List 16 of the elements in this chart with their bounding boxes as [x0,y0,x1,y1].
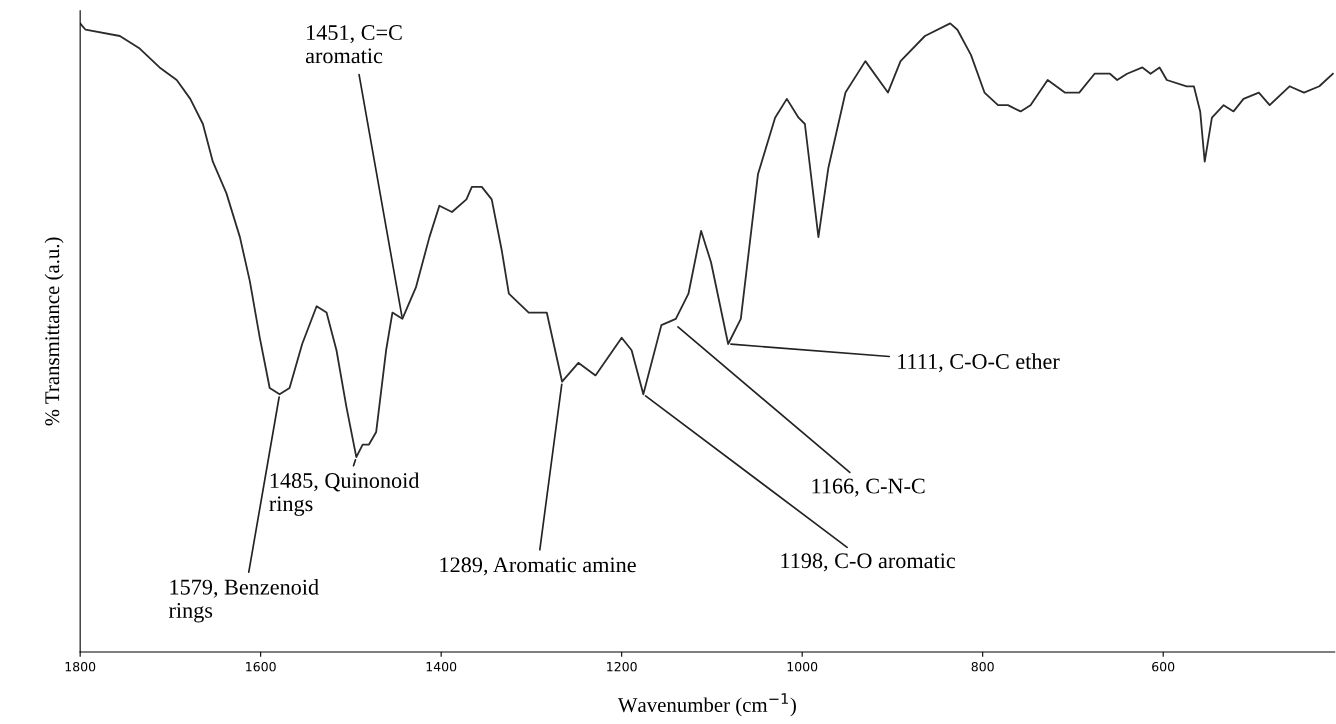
x-tick-label: 1600 [246,661,276,672]
annotation: 1289, Aromatic amine [440,557,636,576]
annotation: 1485, Quinonoid rings [269,472,420,516]
x-tick-label: 1800 [65,661,96,672]
x-axis-title: Wavenumber (cm$^{−1}$) [617,693,796,717]
y-axis-title: % Transmittance (a.u.) [44,237,64,426]
annotation: 1166, C-N-C [812,478,925,497]
annotation: 1111, C-O-C ether [898,353,1060,373]
x-tick-label: 1000 [787,661,818,672]
annotation: 1579, Benzenoid rings [168,578,319,623]
annotation: 1451, C=C aromatic [305,25,402,64]
x-tick-label: 1400 [426,661,457,672]
annotation: 1198, C-O aromatic [781,553,956,572]
x-tick-label: 1200 [607,661,637,672]
x-tick-label: 800 [971,661,994,672]
x-tick-label: 600 [1152,661,1175,672]
